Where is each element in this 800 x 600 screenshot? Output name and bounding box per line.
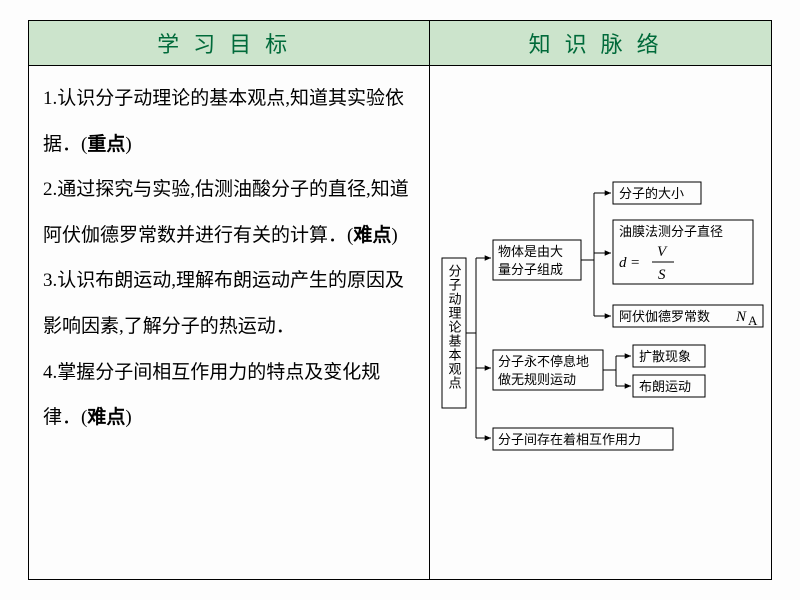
c3-N: N [735, 309, 747, 325]
root-label: 分子动理论基本观点 [446, 264, 461, 390]
objectives-cell: 1.认识分子动理论的基本观点,知道其实验依 据．(重点) 2.通过探究与实验,估… [29, 66, 430, 580]
b2-l2: 做无规则运动 [498, 372, 576, 387]
content-row: 1.认识分子动理论的基本观点,知道其实验依 据．(重点) 2.通过探究与实验,估… [29, 66, 772, 580]
obj2-line2a: 阿伏伽德罗常数并进行有关的计算．( [43, 225, 353, 246]
obj3-line1: 3.认识布朗运动,理解布朗运动产生的原因及 [43, 270, 404, 291]
objective-2: 2.通过探究与实验,估测油酸分子的直径,知道 阿伏伽德罗常数并进行有关的计算．(… [43, 167, 415, 258]
obj4-line1: 4.掌握分子间相互作用力的特点及变化规 [43, 362, 380, 383]
header-knowledge: 知识脉络 [430, 21, 772, 66]
obj1-line2a: 据．( [43, 134, 87, 155]
obj2-emph: 难点 [353, 225, 391, 246]
diagram-wrap: 分子动理论基本观点 物体是由大 量分子组成 [434, 70, 767, 575]
obj4-line2b: ) [125, 407, 131, 428]
diagram-cell: 分子动理论基本观点 物体是由大 量分子组成 [430, 66, 772, 580]
obj1-line1: 1.认识分子动理论的基本观点,知道其实验依 [43, 88, 404, 109]
header-row: 学习目标 知识脉络 [29, 21, 772, 66]
c4-text: 扩散现象 [639, 349, 691, 364]
b1-l1: 物体是由大 [498, 244, 563, 259]
b1-l2: 量分子组成 [498, 262, 563, 277]
objective-1: 1.认识分子动理论的基本观点,知道其实验依 据．(重点) [43, 76, 415, 167]
objective-3: 3.认识布朗运动,理解布朗运动产生的原因及 影响因素,了解分子的热运动． [43, 258, 415, 349]
obj1-line2b: ) [125, 134, 131, 155]
c5-text: 布朗运动 [639, 379, 691, 394]
knowledge-diagram: 分子动理论基本观点 物体是由大 量分子组成 [436, 158, 766, 488]
obj4-emph: 难点 [87, 407, 125, 428]
c3-pre: 阿伏伽德罗常数 [619, 309, 710, 324]
obj2-line1: 2.通过探究与实验,估测油酸分子的直径,知道 [43, 179, 409, 200]
b3-text: 分子间存在着相互作用力 [498, 432, 641, 447]
obj1-emph: 重点 [87, 134, 125, 155]
c2-V: V [657, 244, 668, 260]
obj2-line2b: ) [391, 225, 397, 246]
obj4-line2a: 律．( [43, 407, 87, 428]
c2-S: S [658, 267, 666, 283]
objective-4: 4.掌握分子间相互作用力的特点及变化规 律．(难点) [43, 350, 415, 441]
header-objectives: 学习目标 [29, 21, 430, 66]
c1-text: 分子的大小 [619, 186, 684, 201]
main-table: 学习目标 知识脉络 1.认识分子动理论的基本观点,知道其实验依 据．(重点) 2… [28, 20, 772, 580]
c2-l1: 油膜法测分子直径 [619, 224, 723, 239]
c2-d: d [619, 255, 627, 271]
obj3-line2: 影响因素,了解分子的热运动． [43, 316, 295, 337]
b2-l1: 分子永不停息地 [498, 354, 589, 369]
c2-eq: = [630, 255, 640, 271]
c3-A: A [748, 313, 758, 328]
slide-page: 学习目标 知识脉络 1.认识分子动理论的基本观点,知道其实验依 据．(重点) 2… [0, 0, 800, 600]
